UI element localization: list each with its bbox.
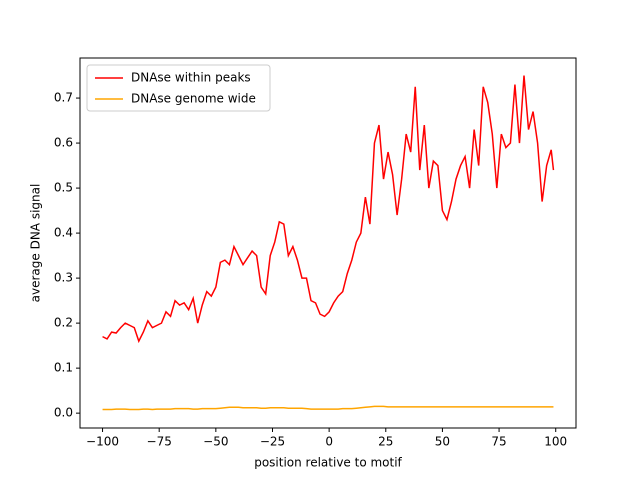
x-tick-label: −75 xyxy=(147,435,172,449)
x-axis-label: position relative to motif xyxy=(254,456,402,470)
y-tick-label: 0.3 xyxy=(54,271,73,285)
plot-frame xyxy=(79,57,577,429)
legend-label: DNAse within peaks xyxy=(131,71,251,85)
x-tick-label: 100 xyxy=(544,435,567,449)
x-tick-label: 75 xyxy=(491,435,506,449)
y-tick-label: 0.1 xyxy=(54,361,73,375)
data-line xyxy=(102,75,555,344)
y-tick-label: 0.6 xyxy=(54,136,73,150)
y-axis-label: average DNA signal xyxy=(29,184,43,303)
x-tick-label: −25 xyxy=(260,435,285,449)
x-tick-label: −100 xyxy=(86,435,119,449)
y-tick-label: 0.7 xyxy=(54,91,73,105)
legend-box xyxy=(86,64,271,112)
x-tick-label: 25 xyxy=(378,435,393,449)
x-tick-label: 0 xyxy=(325,435,333,449)
x-tick-label: 50 xyxy=(435,435,450,449)
legend-label: DNAse genome wide xyxy=(131,92,256,106)
y-tick-label: 0.0 xyxy=(54,406,73,420)
data-line xyxy=(102,405,554,411)
y-tick-label: 0.2 xyxy=(54,316,73,330)
y-tick-label: 0.4 xyxy=(54,226,73,240)
y-tick-label: 0.5 xyxy=(54,181,73,195)
x-tick-label: −50 xyxy=(203,435,228,449)
